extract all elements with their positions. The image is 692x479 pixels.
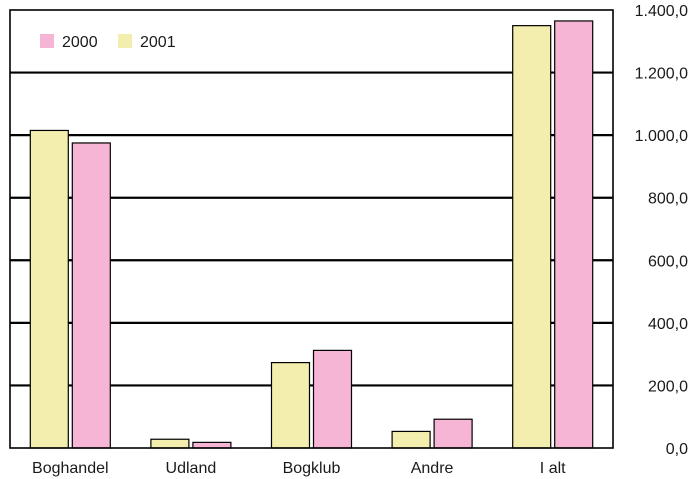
- bar-i-alt-2000: [554, 20, 594, 449]
- legend-label-2001: 2001: [140, 34, 176, 51]
- legend: 2000 2001: [40, 34, 176, 51]
- legend-swatch-2000: [40, 34, 54, 48]
- plot-frame: [9, 9, 614, 449]
- y-tick-label: 0,0: [666, 441, 688, 458]
- x-category-label: I alt: [540, 460, 566, 477]
- bar-bogklub-2000: [312, 349, 353, 449]
- x-category-label: Boghandel: [32, 460, 109, 477]
- y-tick-label: 1.000,0: [635, 128, 688, 145]
- legend-label-2000: 2000: [62, 34, 98, 51]
- legend-swatch-2001: [118, 34, 132, 48]
- x-axis-categories: Boghandel Udland Bogklub Andre I alt: [32, 460, 566, 477]
- y-tick-label: 400,0: [648, 316, 688, 333]
- bar-andre-2001: [391, 430, 431, 449]
- bar-boghandel-2000: [71, 142, 111, 449]
- y-tick-label: 1.200,0: [635, 66, 688, 83]
- y-tick-label: 800,0: [648, 191, 688, 208]
- y-tick-label: 200,0: [648, 378, 688, 395]
- bar-i-alt-2001: [512, 25, 552, 449]
- y-axis-ticks: 0,0 200,0 400,0 600,0 800,0 1.000,0 1.200,0 1.4…: [635, 3, 688, 458]
- bar-udland-2001: [150, 438, 190, 449]
- bars: [29, 20, 594, 449]
- bar-bogklub-2001: [270, 361, 311, 449]
- x-category-label: Andre: [411, 460, 454, 477]
- y-tick-label: 600,0: [648, 253, 688, 270]
- bar-andre-2000: [433, 418, 473, 449]
- bar-udland-2000: [192, 441, 232, 449]
- x-category-label: Bogklub: [283, 460, 341, 477]
- bar-boghandel-2001: [29, 129, 69, 449]
- x-category-label: Udland: [166, 460, 217, 477]
- y-tick-label: 1.400,0: [635, 3, 688, 20]
